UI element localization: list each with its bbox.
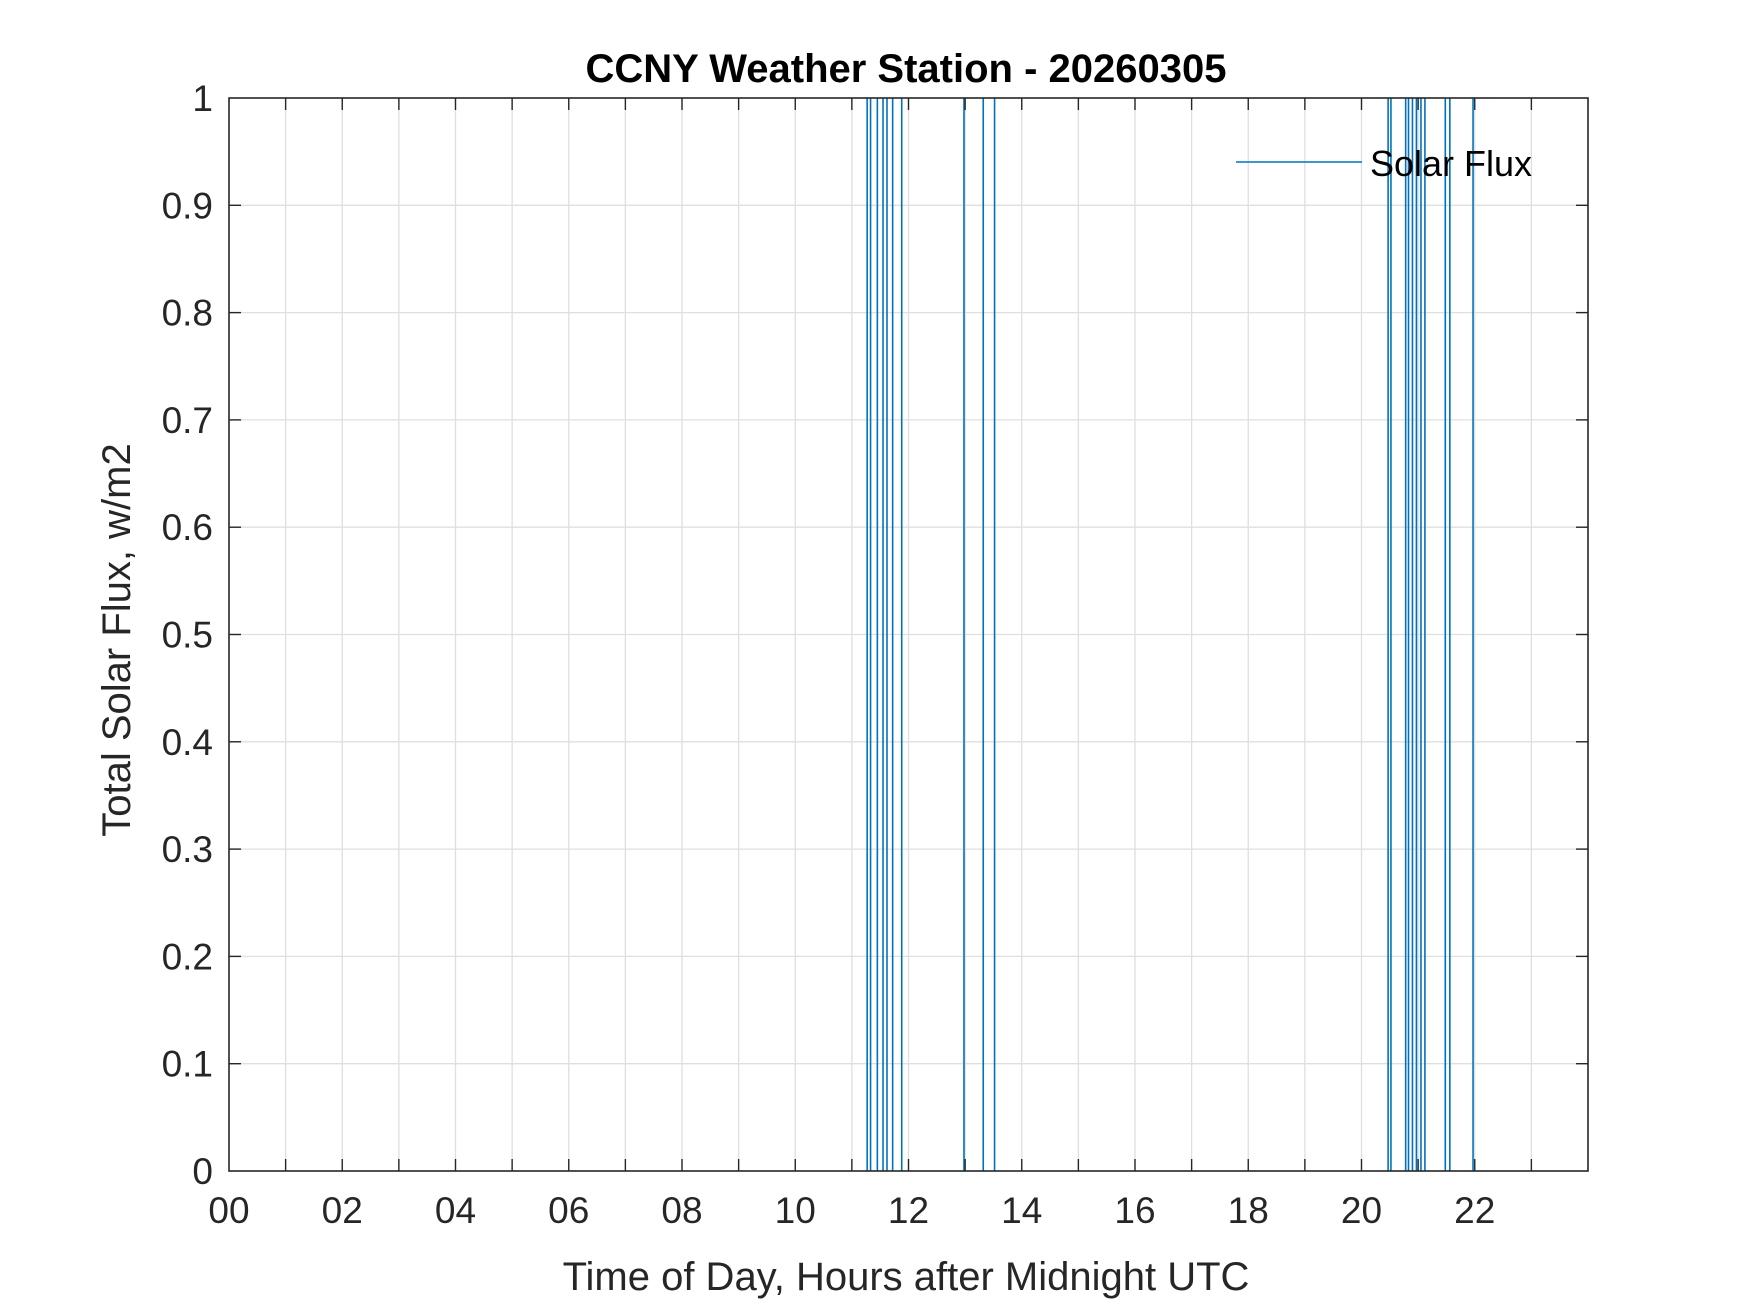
axis-ticks xyxy=(229,98,1588,1171)
x-tick-label: 22 xyxy=(1454,1190,1495,1231)
y-tick-label: 0.6 xyxy=(162,507,213,548)
x-tick-label: 04 xyxy=(435,1190,476,1231)
y-tick-label: 0.3 xyxy=(162,829,213,870)
y-axis-label: Total Solar Flux, w/m2 xyxy=(95,443,139,836)
y-tick-label: 0.8 xyxy=(162,293,213,334)
legend: Solar Flux xyxy=(1236,143,1532,184)
y-tick-label: 0.1 xyxy=(162,1044,213,1085)
y-tick-label: 0 xyxy=(192,1151,213,1192)
x-tick-label: 12 xyxy=(888,1190,929,1231)
legend-label-solar-flux: Solar Flux xyxy=(1370,143,1532,184)
x-tick-label: 16 xyxy=(1114,1190,1155,1231)
y-tick-labels: 0 0.1 0.2 0.3 0.4 0.5 0.6 0.7 0.8 0.9 1 xyxy=(162,78,213,1192)
y-tick-label: 0.7 xyxy=(162,400,213,441)
y-tick-label: 0.2 xyxy=(162,936,213,977)
x-tick-label: 18 xyxy=(1228,1190,1269,1231)
y-tick-label: 1 xyxy=(192,78,213,119)
x-tick-labels: 00 02 04 06 08 10 12 14 16 18 20 22 xyxy=(208,1190,1495,1231)
x-tick-label: 00 xyxy=(208,1190,249,1231)
x-tick-label: 02 xyxy=(322,1190,363,1231)
chart-title: CCNY Weather Station - 20260305 xyxy=(586,47,1227,91)
x-tick-label: 14 xyxy=(1001,1190,1042,1231)
y-tick-label: 0.5 xyxy=(162,615,213,656)
y-tick-label: 0.9 xyxy=(162,185,213,226)
x-tick-label: 10 xyxy=(775,1190,816,1231)
x-tick-label: 08 xyxy=(661,1190,702,1231)
x-tick-label: 06 xyxy=(548,1190,589,1231)
x-axis-label: Time of Day, Hours after Midnight UTC xyxy=(563,1255,1250,1299)
series-solar-flux xyxy=(866,98,1474,1171)
x-tick-label: 20 xyxy=(1341,1190,1382,1231)
grid xyxy=(229,98,1588,1171)
y-tick-label: 0.4 xyxy=(162,722,213,763)
